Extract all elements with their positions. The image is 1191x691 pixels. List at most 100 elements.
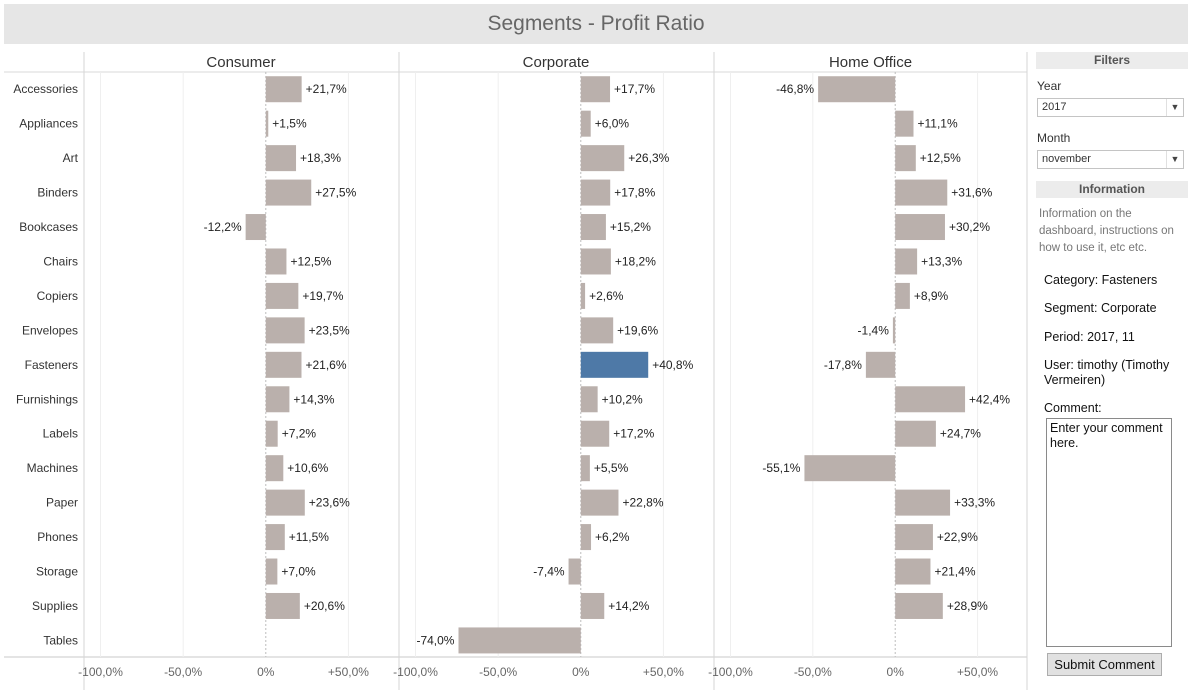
bar-consumer-fasteners: [265, 351, 302, 378]
bar-corporate-copiers: [580, 282, 586, 309]
bar-home-office-machines: [804, 455, 896, 482]
bar-home-office-appliances: [895, 110, 914, 137]
data-label-corporate-chairs: +18,2%: [615, 254, 656, 268]
data-label-consumer-paper: +23,6%: [309, 496, 350, 510]
bar-corporate-appliances: [580, 110, 591, 137]
category-label-copiers: Copiers: [37, 289, 78, 303]
year-select[interactable]: 2017 ▼: [1037, 98, 1184, 117]
bar-corporate-supplies: [580, 592, 605, 619]
data-label-corporate-supplies: +14,2%: [608, 599, 649, 613]
month-select[interactable]: november ▼: [1037, 150, 1184, 169]
x-tick-label: 0%: [257, 665, 275, 679]
comment-textarea[interactable]: Enter your comment here.: [1046, 418, 1172, 647]
data-label-corporate-accessories: +17,7%: [614, 82, 655, 96]
data-label-home-office-supplies: +28,9%: [947, 599, 988, 613]
data-label-consumer-labels: +7,2%: [282, 427, 317, 441]
x-tick-label: -50,0%: [794, 665, 832, 679]
data-label-corporate-phones: +6,2%: [595, 530, 630, 544]
bar-home-office-labels: [895, 420, 936, 447]
category-label-chairs: Chairs: [43, 254, 78, 268]
data-label-home-office-bookcases: +30,2%: [949, 220, 990, 234]
bar-consumer-paper: [265, 489, 305, 516]
bar-corporate-furnishings: [580, 386, 598, 413]
category-label-machines: Machines: [27, 461, 78, 475]
x-tick-label: -50,0%: [479, 665, 517, 679]
submit-comment-button[interactable]: Submit Comment: [1047, 653, 1162, 676]
bar-corporate-machines: [580, 455, 590, 482]
bar-consumer-machines: [265, 455, 284, 482]
data-label-consumer-storage: +7,0%: [281, 565, 316, 579]
information-header: Information: [1036, 181, 1188, 198]
data-label-consumer-envelopes: +23,5%: [309, 323, 350, 337]
bar-home-office-binders: [895, 179, 948, 206]
chevron-down-icon[interactable]: ▼: [1166, 151, 1183, 168]
category-label-labels: Labels: [43, 427, 78, 441]
profit-ratio-chart[interactable]: Accessories Appliances Art Binders Bookcases…: [0, 50, 1030, 691]
category-label-appliances: Appliances: [19, 117, 78, 131]
data-label-home-office-furnishings: +42,4%: [969, 392, 1010, 406]
panel-header-consumer: Consumer: [206, 54, 275, 71]
data-label-consumer-binders: +27,5%: [315, 186, 356, 200]
bar-corporate-binders: [580, 179, 611, 206]
data-label-consumer-machines: +10,6%: [287, 461, 328, 475]
data-label-corporate-copiers: +2,6%: [589, 289, 624, 303]
data-label-corporate-machines: +5,5%: [594, 461, 629, 475]
bar-consumer-copiers: [265, 282, 299, 309]
data-label-home-office-machines: -55,1%: [762, 461, 800, 475]
data-label-home-office-paper: +33,3%: [954, 496, 995, 510]
bar-consumer-labels: [265, 420, 278, 447]
bar-consumer-chairs: [265, 248, 287, 275]
x-tick-label: +50,0%: [328, 665, 369, 679]
data-label-corporate-tables: -74,0%: [416, 633, 454, 647]
data-label-home-office-storage: +21,4%: [934, 565, 975, 579]
category-label-envelopes: Envelopes: [22, 323, 78, 337]
data-label-home-office-accessories: -46,8%: [776, 82, 814, 96]
category-label-fasteners: Fasteners: [25, 358, 78, 372]
bar-home-office-paper: [895, 489, 951, 516]
bar-consumer-storage: [265, 558, 278, 585]
bar-home-office-phones: [895, 524, 933, 551]
bar-corporate-chairs: [580, 248, 611, 275]
x-tick-label: 0%: [572, 665, 590, 679]
data-label-home-office-phones: +22,9%: [937, 530, 978, 544]
category-label-art: Art: [63, 151, 79, 165]
data-label-corporate-fasteners: +40,8%: [652, 358, 693, 372]
data-label-corporate-furnishings: +10,2%: [602, 392, 643, 406]
year-select-value: 2017: [1042, 101, 1067, 113]
bar-corporate-labels: [580, 420, 610, 447]
x-tick-label: -50,0%: [164, 665, 202, 679]
data-label-consumer-art: +18,3%: [300, 151, 341, 165]
bar-corporate-phones: [580, 524, 592, 551]
chevron-down-icon[interactable]: ▼: [1166, 99, 1183, 116]
data-label-home-office-binders: +31,6%: [951, 186, 992, 200]
bar-consumer-appliances: [265, 110, 269, 137]
bar-home-office-storage: [895, 558, 931, 585]
bar-home-office-furnishings: [895, 386, 966, 413]
bar-corporate-accessories: [580, 76, 611, 103]
data-label-consumer-appliances: +1,5%: [272, 117, 307, 131]
data-label-corporate-appliances: +6,0%: [595, 117, 630, 131]
x-tick-label: 0%: [887, 665, 905, 679]
data-label-home-office-chairs: +13,3%: [921, 254, 962, 268]
data-label-home-office-fasteners: -17,8%: [824, 358, 862, 372]
category-label-furnishings: Furnishings: [16, 392, 78, 406]
bar-consumer-furnishings: [265, 386, 290, 413]
month-label: Month: [1037, 131, 1071, 145]
x-tick-label: +50,0%: [643, 665, 684, 679]
category-label-supplies: Supplies: [32, 599, 78, 613]
bar-consumer-bookcases: [245, 214, 266, 241]
bar-corporate-fasteners: [580, 351, 649, 378]
data-label-home-office-appliances: +11,1%: [917, 117, 957, 131]
dashboard-title: Segments - Profit Ratio: [4, 4, 1188, 44]
data-label-consumer-furnishings: +14,3%: [293, 392, 334, 406]
data-label-home-office-envelopes: -1,4%: [858, 323, 890, 337]
bar-home-office-supplies: [895, 592, 943, 619]
category-label-storage: Storage: [36, 565, 78, 579]
filters-header: Filters: [1036, 52, 1188, 69]
bar-consumer-supplies: [265, 592, 300, 619]
bar-consumer-envelopes: [265, 317, 305, 344]
data-label-consumer-phones: +11,5%: [289, 530, 329, 544]
category-label-paper: Paper: [46, 496, 78, 510]
user-line: User: timothy (Timothy Vermeiren): [1044, 358, 1170, 387]
data-label-consumer-chairs: +12,5%: [290, 254, 331, 268]
